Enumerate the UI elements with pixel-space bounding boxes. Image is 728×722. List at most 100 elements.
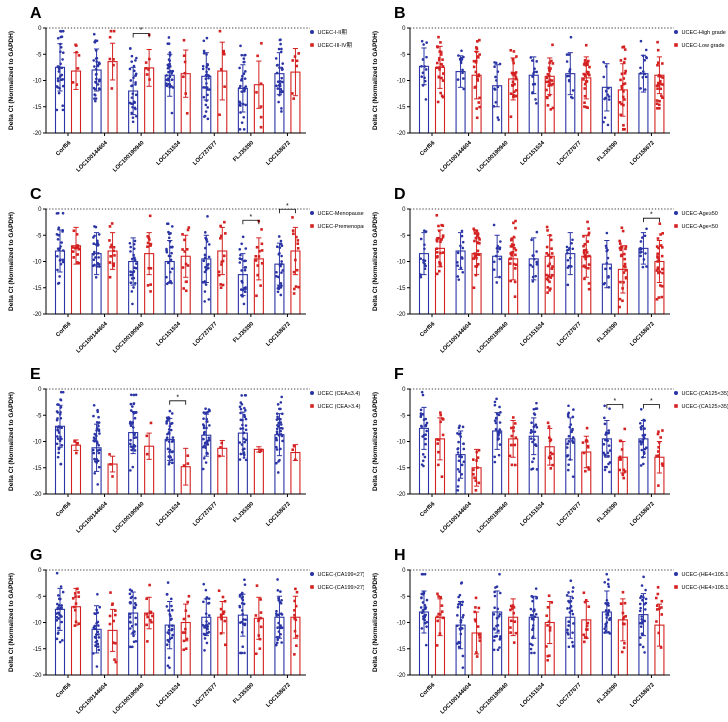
data-point [129,245,133,248]
data-point [476,234,479,237]
data-point [661,267,664,270]
data-point [546,264,550,267]
data-point [661,245,664,249]
data-point [607,454,610,458]
data-point [441,417,444,420]
data-point [243,582,247,586]
data-point [439,251,442,254]
data-point [531,75,534,78]
legend-label: UCEC-Menopause [318,211,364,217]
data-point [498,275,501,278]
data-point [639,464,643,467]
data-point [607,98,611,101]
data-point [220,67,223,71]
x-category-label: LOC100144604 [76,681,110,715]
data-point [109,29,113,33]
data-point [239,452,243,456]
data-point [241,427,245,430]
data-point [56,254,59,258]
data-point [582,72,586,76]
data-point [61,590,65,593]
data-point [113,641,117,645]
data-point [584,265,587,269]
x-category-label: LOC151534 [156,501,183,528]
data-point [435,213,439,217]
data-point [276,87,280,90]
data-point [533,443,537,447]
data-point [545,80,549,84]
data-point [77,621,80,625]
data-point [441,72,445,75]
data-point [291,215,294,219]
data-point [56,77,60,80]
data-point [566,454,569,457]
data-point [441,235,445,238]
data-point [546,72,550,76]
data-point [531,460,534,464]
data-point [133,239,137,242]
data-point [585,624,589,627]
data-point [460,58,464,61]
data-point [570,241,573,245]
data-point [437,450,440,454]
data-point [167,608,170,612]
data-point [474,619,477,623]
data-point [583,59,587,62]
data-point [421,600,425,604]
data-point [530,651,533,654]
data-point [61,58,64,61]
data-point [239,111,242,114]
data-point [293,652,296,656]
data-point [259,105,263,108]
data-point [57,451,61,455]
data-point [422,617,425,620]
panel-A: A * 0 -5 -10 -15 -20 Delta Ct (Normalized to GA… [0,0,364,181]
data-point [660,605,663,609]
data-point [170,111,174,115]
data-point [473,228,476,232]
data-point [603,416,606,420]
data-point [661,76,664,79]
data-point [134,59,137,62]
data-point [279,632,282,636]
data-point [244,424,248,427]
data-point [132,269,136,273]
data-point [128,620,132,623]
data-point [436,442,440,445]
data-point [457,440,460,444]
data-point [108,35,112,39]
data-point [459,632,463,635]
data-point [202,51,206,55]
data-point [423,79,427,83]
data-point [641,434,645,437]
data-point [277,598,280,601]
data-point [168,448,172,452]
data-point [546,278,550,281]
data-point [549,286,552,290]
data-point [437,35,440,39]
data-point [639,246,642,250]
data-point [424,621,427,624]
data-point [659,243,663,247]
data-point [531,275,535,278]
data-point [183,630,187,634]
data-point [461,615,464,619]
data-point [421,459,425,463]
data-point [567,463,570,467]
x-category-label: LOC158672 [629,501,656,528]
data-point [220,260,224,263]
data-point [260,42,263,45]
data-point [571,439,574,443]
data-point [181,232,184,236]
data-point [129,79,133,82]
data-point [165,592,169,596]
x-category-label: FLJ35390 [232,140,255,163]
data-point [567,264,571,267]
data-point [440,237,443,241]
data-point [495,634,499,637]
data-point [435,272,439,275]
data-point [203,632,207,636]
legend-marker-blue [310,30,314,34]
